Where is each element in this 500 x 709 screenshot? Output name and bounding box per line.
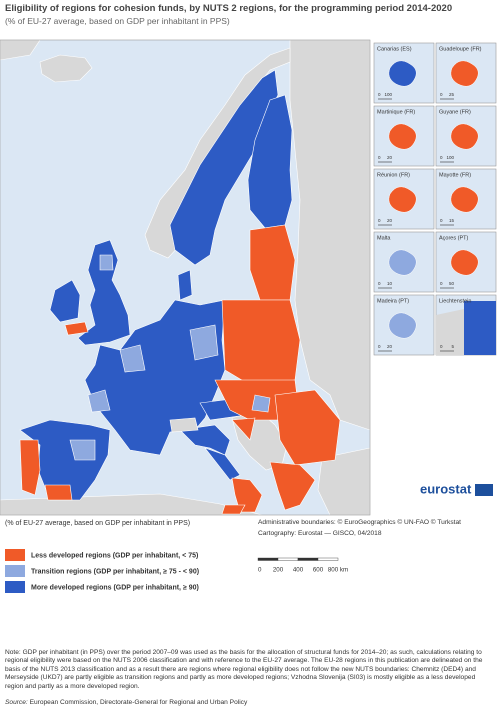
region [177,269,193,301]
inset-scale-label: 5 [451,344,454,349]
legend-swatch [5,581,25,593]
legend-label: More developed regions (GDP per inhabita… [31,584,199,591]
inset-scale-label: 0 [440,218,443,223]
inset-land [450,123,479,150]
region [251,394,271,413]
source-label: Source: [5,699,28,706]
region [44,484,73,501]
inset-scale-label: 0 [378,218,381,223]
region [99,254,114,271]
inset-label: Guyane (FR) [439,109,471,115]
inset-scale-label: 15 [449,218,455,223]
scale-bar-segment [317,557,339,561]
region [87,389,111,413]
source-text: European Commission, Directorate-General… [29,699,248,706]
region [221,299,301,386]
inset-scale-label: 20 [387,155,393,160]
inset-scale-label: 0 [440,344,443,349]
scale-bar-label: 200 [273,567,284,574]
inset-land [388,249,417,276]
inset-scale-label: 0 [440,92,443,97]
inset-land [388,123,417,150]
subtitle: (% of EU-27 average, based on GDP per in… [5,16,230,26]
scale-bar-segment [297,557,319,561]
legend-swatch [5,565,25,577]
inset-label: Martinique (FR) [377,109,415,115]
non-eu-land [169,417,199,433]
region [269,461,316,511]
region [231,477,263,513]
inset-label: Liechtenstein [439,298,471,304]
region [204,447,241,481]
inset-scale-label: 20 [387,344,393,349]
region [249,224,296,301]
inset-land [436,309,464,355]
inset-land [450,186,479,213]
inset-scale-label: 0 [378,92,381,97]
inset-scale-label: 10 [387,281,393,286]
inset-scale-label: 20 [387,218,393,223]
inset-label: Mayotte (FR) [439,172,471,178]
inset-land [388,312,417,339]
inset-scale-label: 25 [449,92,455,97]
scale-bar-label: 600 [313,567,324,574]
legend-swatch [5,549,25,561]
inset-label: Açores (PT) [439,235,469,241]
inset-scale-label: 0 [378,281,381,286]
inset-scale-label: 100 [384,92,392,97]
inset-scale-label: 0 [378,155,381,160]
non-eu-land [39,54,93,83]
inset-label: Guadeloupe (FR) [439,46,482,52]
legend-label: Less developed regions (GDP per inhabita… [31,552,198,559]
inset-label: Malta [377,235,391,241]
scale-bar-segment [277,557,299,561]
inset-scale-label: 0 [440,155,443,160]
scale-bar-label: 400 [293,567,304,574]
scale-bar-label: 0 [258,567,262,574]
inset-scale-label: 0 [378,344,381,349]
inset-land [388,186,417,213]
region [221,504,246,515]
region [119,344,146,373]
inset-label: Réunion (FR) [377,172,410,178]
inset-land [388,60,417,87]
inset-land [450,60,479,87]
credit: Administrative boundaries: © EuroGeograp… [258,518,461,526]
region [231,417,256,441]
source: Source: European Commission, Directorate… [5,699,247,706]
region [77,239,131,346]
legend-label: Transition regions (GDP per inhabitant, … [31,568,199,575]
region [19,439,41,496]
region [169,69,279,266]
inset-label: Canarias (ES) [377,46,412,52]
inset-land [464,301,496,355]
credit: Cartography: Eurostat — GISCO, 04/2018 [258,530,382,537]
logo: eurostat [420,481,472,496]
scale-bar-label: 800 km [328,567,348,574]
inset-scale-label: 0 [440,281,443,286]
note: Note: GDP per inhabitant (in PPS) over t… [5,649,483,690]
inset-scale-label: 100 [446,155,454,160]
legend-title: (% of EU-27 average, based on GDP per in… [5,520,190,527]
scale-bar-segment [257,557,279,561]
region [189,324,219,361]
region [247,94,293,229]
map-frame [0,39,371,516]
inset-land [450,249,479,276]
inset-label: Madeira (PT) [377,298,409,304]
region [49,279,81,323]
region [274,389,341,466]
inset-scale-label: 50 [449,281,455,286]
region [69,439,96,461]
region [64,321,89,336]
title: Eligibility of regions for cohesion fund… [5,3,453,14]
logo-flag [475,484,493,496]
